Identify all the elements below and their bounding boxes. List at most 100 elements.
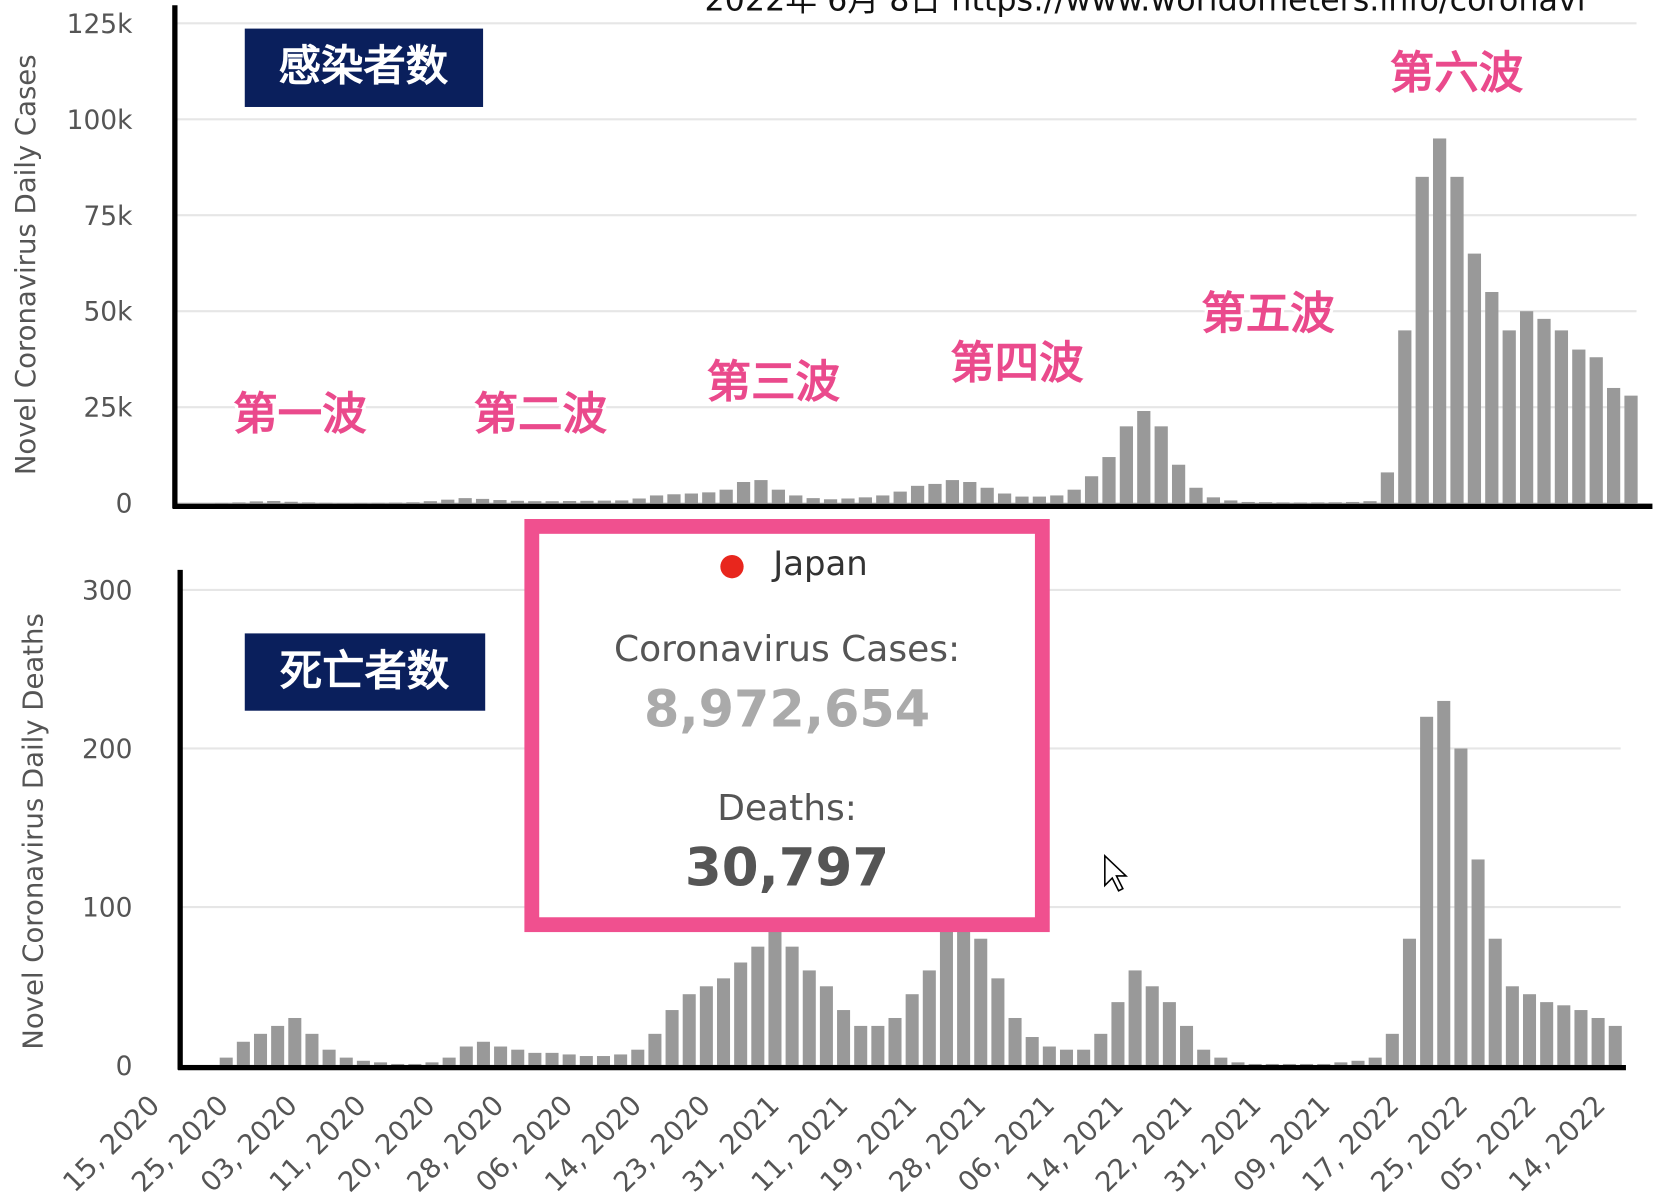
bar bbox=[854, 1025, 868, 1066]
bar bbox=[510, 500, 524, 504]
bar bbox=[1206, 497, 1221, 504]
bar bbox=[1624, 395, 1638, 504]
bar bbox=[1180, 1025, 1194, 1066]
bar bbox=[232, 502, 246, 504]
bar bbox=[284, 501, 298, 504]
bar bbox=[580, 500, 594, 504]
bar bbox=[1008, 1017, 1022, 1066]
bar bbox=[458, 498, 472, 504]
bar bbox=[702, 492, 716, 504]
bar bbox=[893, 491, 907, 504]
bar bbox=[1042, 1046, 1056, 1066]
bar bbox=[528, 1052, 542, 1066]
bar bbox=[1032, 496, 1046, 504]
bar bbox=[374, 1062, 388, 1066]
bar bbox=[1050, 495, 1064, 504]
country: Japan bbox=[771, 544, 867, 583]
bar bbox=[1557, 1005, 1571, 1066]
bar bbox=[991, 978, 1005, 1066]
bar bbox=[1380, 472, 1395, 504]
bar bbox=[1214, 1057, 1228, 1066]
bar bbox=[1450, 176, 1464, 504]
bar bbox=[1368, 1057, 1382, 1066]
bar bbox=[459, 1046, 473, 1066]
bar bbox=[1258, 502, 1273, 504]
bar bbox=[1467, 253, 1482, 504]
bar bbox=[425, 1062, 439, 1066]
bar bbox=[928, 483, 942, 504]
bar bbox=[1189, 487, 1203, 504]
y-tick-label: 0 bbox=[116, 1051, 133, 1082]
bar bbox=[719, 489, 733, 504]
bar bbox=[1015, 496, 1029, 504]
bar bbox=[699, 986, 713, 1066]
bar bbox=[1265, 1063, 1279, 1066]
bar bbox=[963, 482, 977, 504]
y-tick-label: 100 bbox=[82, 893, 133, 924]
bar bbox=[494, 1046, 508, 1066]
bar bbox=[1385, 1033, 1399, 1066]
bar bbox=[1607, 387, 1621, 504]
bar bbox=[1197, 1049, 1211, 1066]
bar bbox=[1574, 1010, 1588, 1066]
cases-value: 8,972,654 bbox=[644, 680, 930, 739]
bar bbox=[1119, 426, 1134, 504]
bar bbox=[939, 930, 953, 1066]
header: 2022年 6月 8日 https://www.worldometers.inf… bbox=[704, 0, 1585, 19]
bar bbox=[910, 485, 925, 504]
bar bbox=[1128, 970, 1142, 1066]
chart-title: 死亡者数 bbox=[280, 646, 450, 695]
bar bbox=[980, 487, 994, 504]
bar bbox=[511, 1049, 525, 1066]
bar bbox=[562, 1054, 576, 1066]
label-box bbox=[244, 633, 486, 711]
y-tick-label: 0 bbox=[116, 489, 133, 520]
bar bbox=[267, 501, 281, 504]
bar bbox=[871, 1025, 885, 1066]
bar bbox=[615, 500, 629, 504]
y-tick-label: 25k bbox=[83, 393, 133, 424]
bar bbox=[1248, 1063, 1262, 1066]
bar bbox=[475, 498, 490, 504]
bar bbox=[837, 1010, 851, 1066]
bar bbox=[768, 930, 782, 1066]
bar bbox=[771, 489, 785, 504]
bar bbox=[734, 962, 748, 1066]
wave-label: 第四波 bbox=[950, 338, 1084, 389]
y-axis-title: Novel Coronavirus Daily Deaths bbox=[17, 613, 49, 1050]
bar bbox=[1171, 464, 1186, 504]
bar bbox=[997, 493, 1012, 504]
bar bbox=[1471, 859, 1485, 1066]
bar bbox=[1067, 489, 1081, 504]
bar bbox=[922, 970, 936, 1066]
flag-dot bbox=[720, 555, 744, 579]
bar bbox=[1077, 1049, 1091, 1066]
bar bbox=[1589, 357, 1603, 504]
bar bbox=[1311, 502, 1325, 504]
bar bbox=[1402, 938, 1416, 1066]
y-tick-label: 75k bbox=[83, 201, 133, 232]
bar bbox=[802, 970, 816, 1066]
bar bbox=[339, 1057, 353, 1066]
bar bbox=[1317, 1063, 1331, 1066]
label-box bbox=[244, 28, 484, 107]
chart-title: 感染者数 bbox=[279, 41, 449, 90]
bar bbox=[545, 501, 559, 504]
bar bbox=[888, 1017, 902, 1066]
y-tick-label: 300 bbox=[82, 576, 133, 607]
bar bbox=[1154, 426, 1168, 504]
bar bbox=[806, 498, 820, 504]
bar bbox=[1231, 1062, 1245, 1066]
bar bbox=[391, 1063, 405, 1066]
bar bbox=[219, 1057, 233, 1066]
bar bbox=[1437, 700, 1451, 1066]
wave-label: 第一波 bbox=[233, 389, 367, 440]
cases-label: Coronavirus Cases: bbox=[614, 629, 960, 670]
wave-label: 第三波 bbox=[707, 357, 841, 408]
bar bbox=[356, 1060, 370, 1066]
bar bbox=[1488, 938, 1502, 1066]
bar bbox=[1432, 138, 1447, 504]
deaths-label: Deaths: bbox=[717, 788, 857, 829]
bar bbox=[1094, 1033, 1108, 1066]
